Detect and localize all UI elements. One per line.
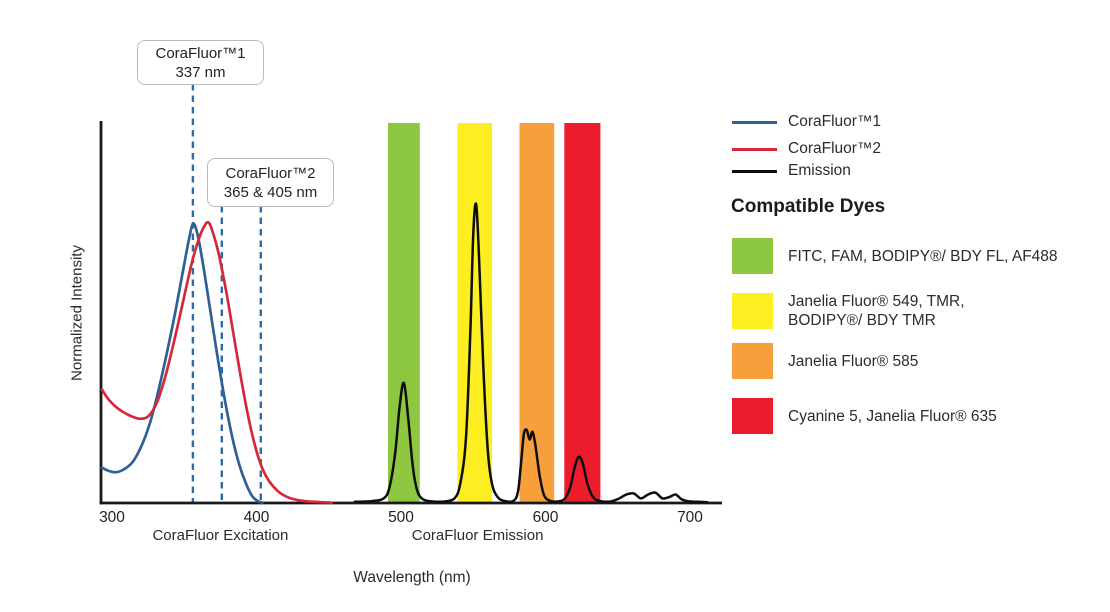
dye-label: Janelia Fluor® 585 — [788, 352, 919, 370]
callout-corafluor1: CoraFluor™1 337 nm — [137, 40, 264, 85]
y-axis-label: Normalized Intensity — [68, 245, 86, 381]
callout-corafluor2: CoraFluor™2 365 & 405 nm — [207, 158, 334, 207]
dye-color-swatch — [732, 398, 773, 434]
x-tick-label: 600 — [532, 509, 559, 526]
x-tick-label: 300 — [99, 509, 125, 526]
x-tick-label: 700 — [677, 509, 703, 526]
legend-item-emission: Emission — [732, 160, 851, 182]
legend-line-swatch — [732, 147, 777, 151]
dye-color-swatch — [732, 293, 773, 329]
filter-band — [564, 123, 601, 502]
legend-item-corafluor1: CoraFluor™1 — [732, 111, 881, 133]
legend-item-corafluor2: CoraFluor™2 — [732, 138, 881, 160]
dye-color-swatch — [732, 238, 773, 274]
x-tick-label: 400 — [243, 509, 270, 526]
dye-label: FITC, FAM, BODIPY®/ BDY FL, AF488 — [788, 247, 1058, 265]
dye-row-red: Cyanine 5, Janelia Fluor® 635 — [732, 398, 997, 434]
emission-region-label: CoraFluor Emission — [411, 527, 544, 544]
dye-label: Cyanine 5, Janelia Fluor® 635 — [788, 407, 997, 425]
x-tick-label: 500 — [388, 509, 414, 526]
filter-band — [519, 123, 555, 502]
callout-title: CoraFluor™2 — [225, 164, 316, 182]
filter-band — [388, 123, 420, 502]
x-axis-label: Wavelength (nm) — [353, 569, 471, 586]
dye-row-green: FITC, FAM, BODIPY®/ BDY FL, AF488 — [732, 238, 1058, 274]
legend-line-swatch — [732, 120, 777, 124]
compatible-dyes-heading: Compatible Dyes — [731, 196, 886, 217]
dye-row-orange: Janelia Fluor® 585 — [732, 343, 918, 379]
callout-wavelength: 337 nm — [175, 63, 226, 81]
dye-color-swatch — [732, 343, 773, 379]
excitation-region-label: CoraFluor Excitation — [152, 527, 289, 544]
legend-label: CoraFluor™2 — [788, 140, 882, 157]
emission-curve — [353, 202, 709, 504]
callout-wavelength: 365 & 405 nm — [223, 183, 318, 201]
legend-label: CoraFluor™1 — [788, 113, 882, 130]
cf1-excitation-curve — [100, 222, 264, 504]
callout-title: CoraFluor™1 — [155, 44, 246, 62]
dye-label: Janelia Fluor® 549, TMR, BODIPY®/ BDY TMR — [788, 293, 965, 329]
cf2-excitation-curve — [100, 220, 333, 504]
legend-label: Emission — [788, 162, 851, 179]
legend-line-swatch — [732, 169, 777, 173]
dye-row-yellow: Janelia Fluor® 549, TMR, BODIPY®/ BDY TMR — [732, 292, 965, 330]
